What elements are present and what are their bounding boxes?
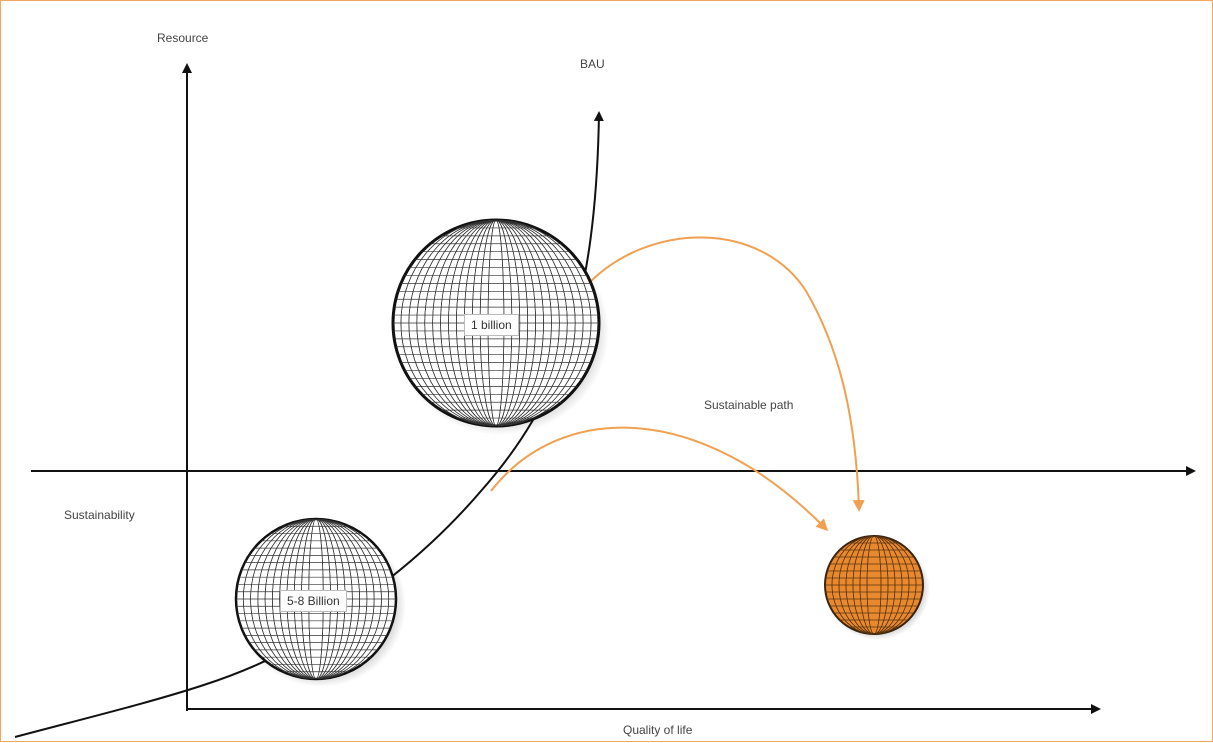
sustainable-path-upper (588, 236, 865, 512)
globe-large-label: 1 billion (464, 314, 519, 336)
globe-target (824, 535, 930, 640)
sustainable-path-lower (490, 426, 829, 532)
sustainability-label: Sustainability (64, 508, 135, 522)
sustainable-path-label: Sustainable path (704, 398, 794, 412)
resource-axis-label: Resource (157, 31, 209, 45)
quality-of-life-axis-label: Quality of life (623, 723, 693, 737)
bau-label: BAU (580, 57, 605, 71)
globe-small-label: 5-8 Billion (280, 590, 347, 612)
